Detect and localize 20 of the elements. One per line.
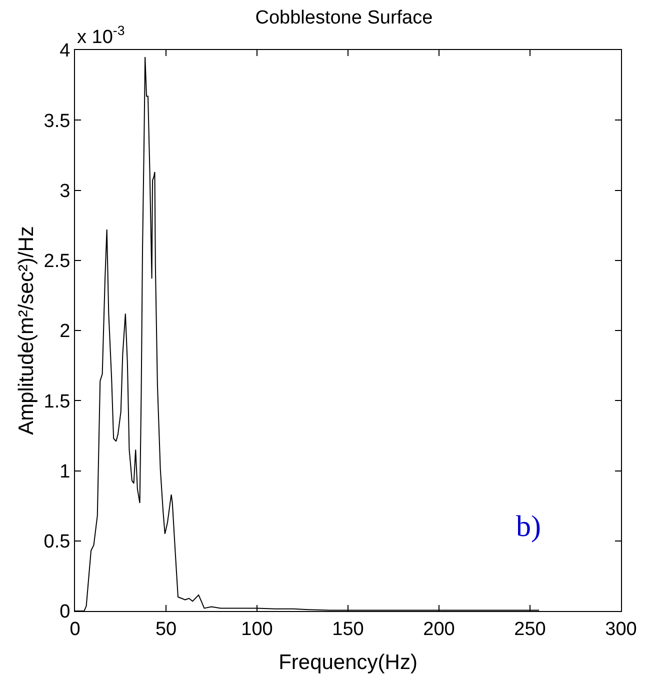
x-tick-label: 300: [605, 618, 637, 640]
chart-title: Cobblestone Surface: [255, 8, 433, 29]
y-axis-title: Amplitude(m²/sec²)/Hz: [14, 226, 38, 435]
y-tick-label: 1.5: [44, 391, 70, 412]
y-tick-label: 0.5: [44, 532, 70, 553]
text: x 10$^{-3}$: [77, 23, 125, 48]
x-tick-label: 150: [332, 618, 364, 640]
y-tick-label: 4: [60, 40, 71, 62]
x-tick-label: 100: [241, 618, 273, 640]
x-axis-title: Frequency(Hz): [278, 651, 418, 674]
y-tick-label: 2.5: [44, 251, 70, 272]
y-tick-label: 2: [60, 321, 70, 342]
y-tick-label: 1: [60, 461, 70, 482]
annotation: b): [516, 510, 541, 543]
x-tick-label: 50: [155, 618, 177, 640]
y-tick-label: 3: [60, 180, 70, 202]
x-tick-label: 250: [514, 618, 546, 640]
y-tick-label: 3.5: [44, 110, 70, 132]
y-tick-label: 0: [60, 602, 70, 623]
x-tick-label: 200: [423, 618, 455, 640]
